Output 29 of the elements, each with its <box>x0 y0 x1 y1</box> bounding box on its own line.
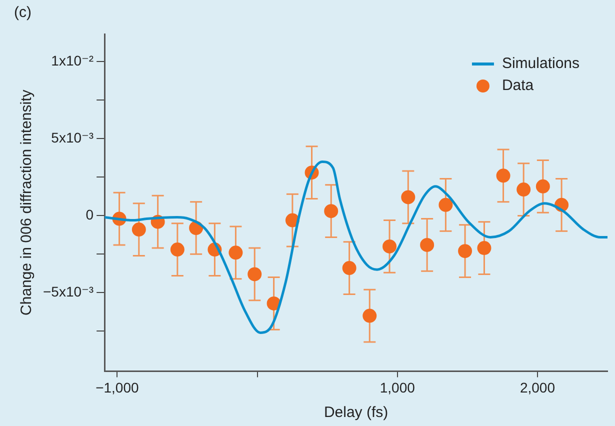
point <box>324 204 338 218</box>
point <box>170 242 184 257</box>
point <box>401 190 416 204</box>
point <box>438 198 453 212</box>
point <box>420 238 434 252</box>
chart-title: (c) <box>14 4 32 22</box>
y-axis-title: Change in 006 diffraction intensity <box>18 89 36 316</box>
point <box>132 222 146 237</box>
point <box>496 168 510 183</box>
line-series <box>104 160 608 334</box>
y-tick-label: 0 <box>86 206 94 223</box>
point <box>248 267 262 282</box>
y-tick-label: 5x10⁻³ <box>51 130 94 146</box>
x-tick-label: −1,000 <box>96 379 140 396</box>
point <box>382 239 397 254</box>
point <box>342 261 356 276</box>
point <box>516 182 531 197</box>
legend-label: Simulations <box>502 55 580 72</box>
point <box>362 308 377 323</box>
point <box>458 244 472 258</box>
point <box>536 179 550 194</box>
x-tick-label: 2,000 <box>520 379 556 396</box>
y-tick-label: 1x10⁻² <box>51 52 94 69</box>
x-tick-label: 1,000 <box>380 379 416 396</box>
point <box>228 246 243 260</box>
point <box>477 241 492 256</box>
legend-label: Data <box>502 77 534 94</box>
y-tick-label: −5x10⁻³ <box>42 284 94 300</box>
x-axis-title: Delay (fs) <box>324 404 388 422</box>
